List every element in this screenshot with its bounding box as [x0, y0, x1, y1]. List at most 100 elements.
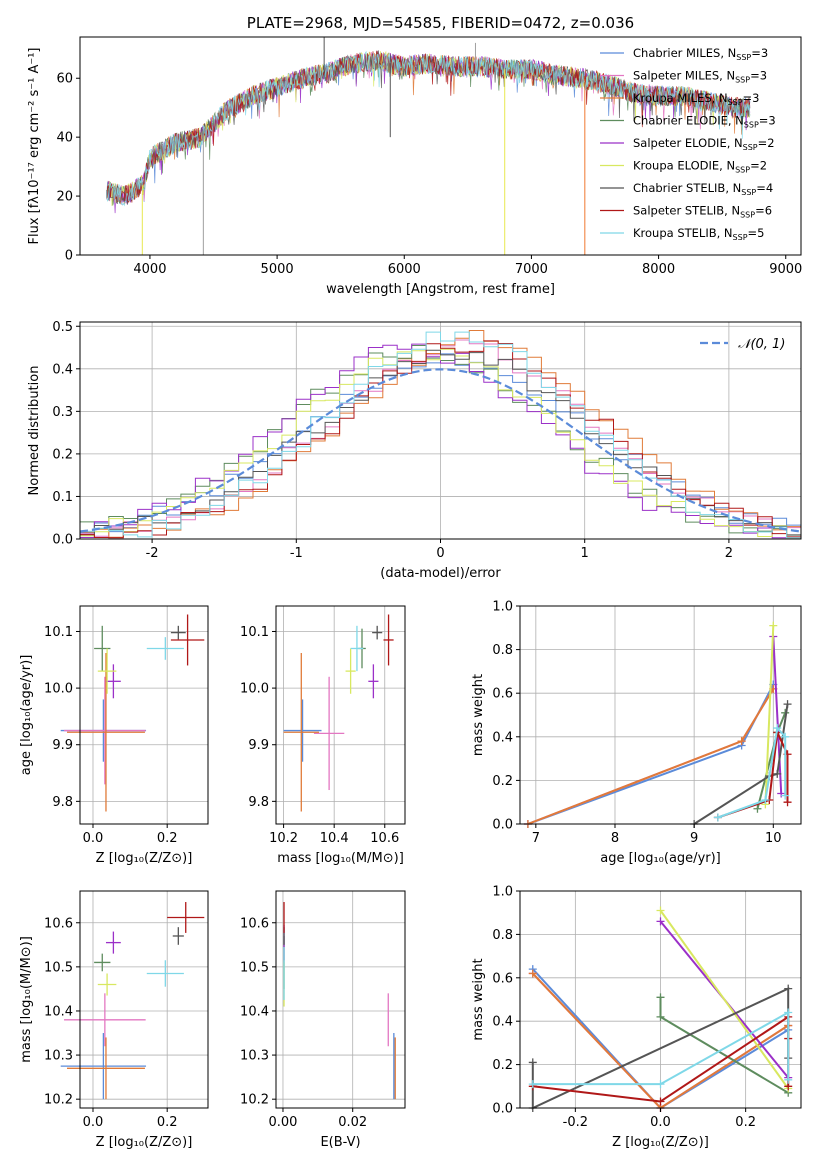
y-tick-label: 0.8 [492, 928, 513, 943]
mass-weight-marker [737, 737, 746, 746]
plot-frame [519, 605, 802, 825]
histogram-panel: 𝒩(0, 1) -2 -1 0 1 2 0.0 0.1 0.2 0.3 0.4 0.5 (data-mo… [27, 320, 802, 581]
y-tick-label: 0 [65, 249, 73, 264]
y-tick-label: 10.0 [44, 682, 73, 697]
x-axis-label: wavelength [Angstrom, rest frame] [326, 282, 555, 297]
x-axis-label: Z [log₁₀(Z/Z⊙)] [96, 851, 193, 866]
mass-weight-marker [783, 700, 792, 709]
y-tick-label: 0.6 [492, 687, 513, 702]
y-tick-label: 10.3 [44, 1049, 73, 1064]
y-axis-label: Normed distribution [27, 366, 42, 496]
plot-frame [275, 890, 406, 1109]
x-tick-label: 10.6 [370, 831, 399, 846]
mass-weight-marker [773, 769, 782, 778]
y-tick-label: 10.1 [240, 625, 269, 640]
legend-entry: Kroupa ELODIE, NSSP=2 [633, 159, 767, 175]
y-tick-label: 10.2 [44, 1093, 73, 1108]
mass-weight-line [659, 909, 790, 1090]
mass-weight-line [527, 684, 775, 825]
mass-weight-marker [781, 732, 790, 741]
x-tick-label: 1 [581, 546, 589, 561]
x-tick-label: 8 [611, 831, 619, 846]
mass-weight-line [693, 703, 789, 825]
mass-weight-marker [656, 906, 665, 915]
y-tick-label: 10.3 [240, 1049, 269, 1064]
mass-weight-marker [656, 917, 665, 926]
mass-weight-marker [528, 1058, 537, 1067]
x-tick-label: 0.2 [157, 831, 178, 846]
y-tick-label: 40 [56, 131, 73, 146]
y-tick-label: 9.8 [248, 795, 269, 810]
mass-weight-line [659, 997, 789, 1094]
x-tick-label: 7000 [515, 262, 548, 277]
y-tick-label: 10.4 [240, 1004, 269, 1019]
x-tick-label: 9 [690, 831, 698, 846]
legend-entry: Chabrier STELIB, NSSP=4 [633, 181, 773, 197]
x-axis-label: mass [log₁₀(M/M⊙)] [277, 851, 404, 866]
y-tick-label: 9.9 [248, 738, 269, 753]
x-tick-label: 0.0 [650, 1115, 671, 1130]
mass-weight-line [527, 688, 775, 825]
mass-weight-marker [656, 1080, 665, 1089]
x-axis-label: (data-model)/error [380, 566, 501, 581]
y-tick-label: 0.1 [52, 490, 73, 505]
mass-weight-line [532, 1010, 790, 1086]
x-tick-label: 8000 [642, 262, 675, 277]
chart-title: PLATE=2968, MJD=54585, FIBERID=0472, z=0… [247, 14, 634, 32]
y-axis-label: Flux [fλ10⁻¹⁷ erg cm⁻² s⁻¹ A⁻¹] [27, 48, 42, 245]
x-tick-label: 0.0 [83, 831, 104, 846]
mass-weight-marker [528, 969, 537, 978]
y-tick-label: 0.6 [492, 971, 513, 986]
y-axis-label: mass weight [471, 958, 486, 1040]
mass-weight-marker [753, 804, 762, 813]
legend-entry: 𝒩(0, 1) [738, 337, 785, 352]
mass-weight-marker [781, 791, 790, 800]
spectrum-line [106, 50, 751, 204]
y-tick-label: 9.8 [52, 795, 73, 810]
x-tick-label: 10.2 [269, 831, 298, 846]
plot-frame [79, 605, 209, 825]
mass-weight-line [717, 725, 787, 819]
y-tick-label: 60 [56, 72, 73, 87]
errorbar-panel: 10.2 10.4 10.6 9.8 9.9 10.0 10.1 mass [log₁₀(M/… [240, 605, 406, 866]
x-tick-label: -0.2 [563, 1115, 588, 1130]
y-tick-label: 10.6 [44, 916, 73, 931]
y-tick-label: 0.4 [492, 730, 513, 745]
plot-frame [79, 36, 802, 256]
x-axis-label: Z [log₁₀(Z/Z⊙)] [612, 1135, 709, 1150]
legend-entry: Kroupa MILES, NSSP=3 [633, 91, 759, 107]
mass-weight-marker [656, 1012, 665, 1021]
x-tick-label: 5000 [261, 262, 294, 277]
mass-weight-panel: 7 8 9 10 0.0 0.2 0.4 0.6 0.8 1.0 age [log₁₀(age/yr… [471, 600, 802, 866]
y-tick-label: 10.5 [240, 960, 269, 975]
errorbar-panel: 0.0 0.2 9.8 9.9 10.0 10.1 Z [log₁₀(Z/Z⊙)] age [… [19, 605, 209, 866]
legend-entry: Chabrier ELODIE, NSSP=3 [633, 114, 776, 130]
x-tick-label: 2 [725, 546, 733, 561]
y-tick-label: 0.4 [492, 1015, 513, 1030]
x-tick-label: 7 [532, 831, 540, 846]
mass-weight-marker [784, 1075, 793, 1084]
mass-weight-line [764, 625, 775, 805]
y-tick-label: 0.4 [52, 362, 73, 377]
mass-weight-line [772, 636, 783, 794]
spectrum-panel: Chabrier MILES, NSSP=3 Salpeter MILES, NS… [27, 14, 802, 297]
y-axis-label: mass weight [471, 674, 486, 756]
x-tick-label: 0.2 [157, 1115, 178, 1130]
x-tick-label: 4000 [133, 262, 166, 277]
spectrum-line [106, 50, 751, 207]
y-tick-label: 9.9 [52, 738, 73, 753]
y-tick-label: 10.1 [44, 625, 73, 640]
legend-entry: Salpeter STELIB, NSSP=6 [633, 204, 772, 220]
histogram-series [80, 331, 801, 539]
x-tick-label: 10.4 [320, 831, 349, 846]
mass-weight-marker [769, 621, 778, 630]
y-tick-label: 0.0 [492, 818, 513, 833]
mass-weight-panel: -0.2 0.0 0.2 0.0 0.2 0.4 0.6 0.8 1.0 Z [log₁₀(Z/Z… [471, 885, 802, 1150]
x-tick-label: 0.02 [338, 1115, 367, 1130]
y-tick-label: 0.8 [492, 643, 513, 658]
mass-weight-marker [784, 1008, 793, 1017]
legend-entry: Salpeter ELODIE, NSSP=2 [633, 136, 775, 152]
y-tick-label: 20 [56, 190, 73, 205]
x-axis-label: Z [log₁₀(Z/Z⊙)] [96, 1135, 193, 1150]
legend-entry: Salpeter MILES, NSSP=3 [633, 69, 767, 85]
